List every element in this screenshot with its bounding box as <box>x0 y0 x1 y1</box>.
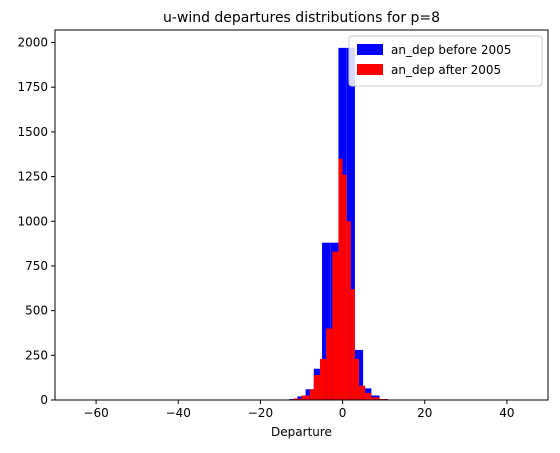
bar-after-14 <box>365 392 372 400</box>
bar-after-15 <box>371 397 380 400</box>
y-tick-label: 1500 <box>17 125 48 139</box>
x-axis-ticks: −60 −40 −20 0 20 40 <box>83 400 515 420</box>
legend-swatch-before <box>357 44 383 55</box>
chart-title: u-wind departures distributions for p=8 <box>163 10 440 26</box>
y-tick-label: 500 <box>25 304 48 318</box>
bar-after-12 <box>354 358 360 400</box>
x-axis-label: Departure <box>271 425 332 439</box>
y-tick-label: 1000 <box>17 214 48 228</box>
legend-box <box>348 35 543 87</box>
x-tick-label: −40 <box>166 406 191 420</box>
legend-label-before: an_dep before 2005 <box>391 43 511 57</box>
x-tick-label: −60 <box>83 406 108 420</box>
y-tick-label: 250 <box>25 348 48 362</box>
y-axis-ticks: 0 250 500 750 1000 1250 1500 1750 2000 <box>17 36 55 407</box>
plot-frame <box>54 29 549 401</box>
bar-before-4 <box>322 242 331 400</box>
bar-after-7 <box>332 251 339 400</box>
bar-after-8 <box>338 158 343 400</box>
legend: an_dep before 2005 an_dep after 2005 <box>348 35 543 87</box>
x-tick-label: 20 <box>417 406 432 420</box>
bar-after-4 <box>313 374 320 400</box>
bar-after-6 <box>326 328 333 400</box>
y-tick-label: 1750 <box>17 80 48 94</box>
bar-after-10 <box>346 221 351 400</box>
y-tick-label: 0 <box>40 393 48 407</box>
bar-after-13 <box>359 385 366 400</box>
legend-swatch-after <box>357 64 383 75</box>
y-tick-label: 750 <box>25 259 48 273</box>
x-tick-label: 0 <box>339 406 347 420</box>
bar-after-5 <box>319 358 327 400</box>
x-tick-label: 40 <box>499 406 514 420</box>
bar-after-3 <box>309 389 314 400</box>
y-tick-label: 2000 <box>17 36 48 50</box>
legend-label-after: an_dep after 2005 <box>391 63 501 77</box>
bars-layer <box>285 47 388 401</box>
bar-after-1 <box>293 398 302 400</box>
y-tick-label: 1250 <box>17 170 48 184</box>
bar-after-2 <box>301 395 310 400</box>
bar-after-11 <box>350 289 355 400</box>
x-tick-label: −20 <box>248 406 273 420</box>
bar-after-9 <box>342 174 347 400</box>
